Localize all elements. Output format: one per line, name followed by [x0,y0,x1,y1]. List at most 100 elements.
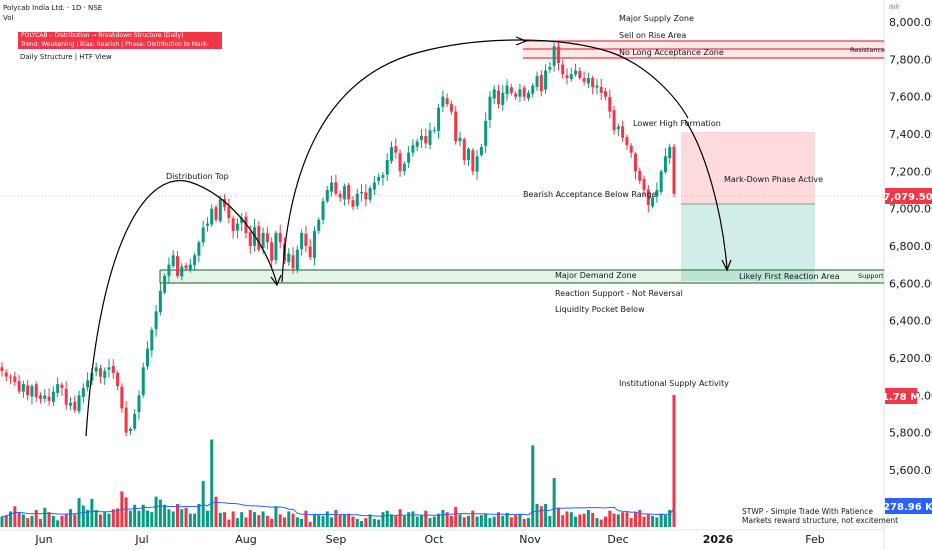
volume-bar [569,512,573,527]
candle [188,258,192,273]
candle [30,383,34,405]
annotation-lower-high: Lower High Formation [633,119,721,128]
candle [582,71,586,86]
candle [385,153,389,182]
volume-bar [488,518,492,527]
volume-bar [21,514,25,527]
volume-bar [454,506,458,527]
volume-bar [612,513,616,527]
volume-bar [372,518,376,527]
volume-bar [385,510,389,527]
volume-bar [492,516,496,527]
volume-bar [287,511,291,527]
volume-bar [248,509,252,527]
x-tick-label: Feb [805,533,824,546]
volume-bar [317,515,321,527]
volume-bar [56,520,60,527]
volume-bar [154,496,158,527]
volume-bar [479,515,483,527]
candle [342,183,346,206]
candle [462,137,466,166]
volume-bar [364,518,368,527]
volume-bar [548,515,552,527]
candle [479,144,483,157]
candle [171,250,175,269]
volume-bar [9,511,13,527]
annotation-institutional-supply: Institutional Supply Activity [619,379,729,388]
candle [663,148,667,175]
volume-ma-line [1,501,675,518]
volume-bar [278,514,282,527]
candle [34,381,38,402]
volume-bar [432,516,436,527]
study-line-1: POLYCAB – Distribution → Breakdown Struc… [21,32,184,39]
volume-bar [509,517,513,527]
y-tick-label: 7,400.00 [889,128,932,141]
volume-bar [137,510,141,527]
candle [655,182,659,203]
candle [43,389,47,403]
volume-bar [394,515,398,527]
volume-bar [188,513,192,527]
volume-bar [330,517,334,527]
volume-bar [633,512,637,527]
volume-bar [308,521,312,527]
candle [321,197,325,225]
candle [509,83,513,96]
volume-bar [295,517,299,527]
volume-bar [514,515,518,527]
study-info-box: POLYCAB – Distribution → Breakdown Struc… [18,32,222,56]
volume-bar [342,514,346,527]
volume-bar [415,516,419,527]
volume-bar [629,518,633,527]
volume-bar [655,517,659,527]
candle [411,139,415,157]
candle [205,217,209,232]
annotation-sell-on-rise: Sell on Rise Area [619,31,686,40]
candle [381,172,385,186]
candle [539,70,543,97]
candle [13,371,17,386]
candle [210,204,214,227]
volume-bar [475,516,479,527]
volume-bar [253,512,257,527]
candle [544,64,548,94]
candle [98,364,102,384]
volume-bar [608,510,612,527]
candle [175,251,179,279]
volume-bar [651,515,655,527]
y-tick-label: 6,200.00 [889,352,932,365]
candle [651,194,655,209]
candle [116,370,120,390]
candle [235,218,239,239]
volume-bar [467,515,471,527]
volume-bar [34,509,38,527]
candle [86,372,90,392]
volume-bar [158,499,162,527]
candle [574,63,578,77]
volume-bar [497,512,501,527]
candle [128,427,132,436]
candle [578,67,582,80]
x-tick-label: Jun [34,533,52,546]
volume-bar [223,512,227,527]
volume-bar [578,514,582,527]
candle [227,198,231,224]
candle [621,120,625,142]
volume-bar [175,504,179,527]
volume-bar [334,509,338,527]
volume-bar [531,445,535,527]
volume-bar [17,512,21,527]
volume-bar [462,517,466,527]
volume-bar [180,509,184,527]
volume-bar [111,509,115,527]
volume-bar [381,512,385,527]
annotation-markdown-phase: Mark-Down Phase Active [724,175,823,184]
candle [441,90,445,113]
candle [150,327,154,357]
volume-bar [81,505,85,527]
candle [17,375,21,394]
y-tick-label: 6,600.00 [889,277,932,290]
candle [599,78,603,101]
